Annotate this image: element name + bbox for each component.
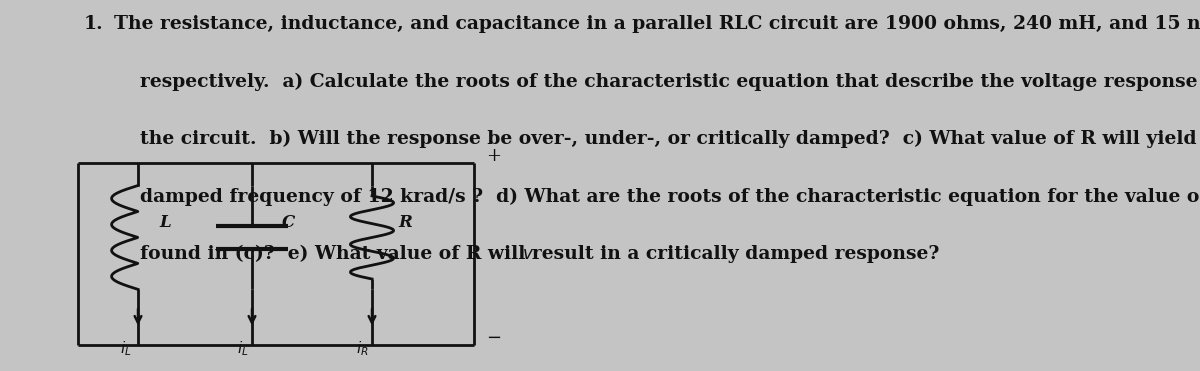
Text: the circuit.  b) Will the response be over-, under-, or critically damped?  c) W: the circuit. b) Will the response be ove… — [114, 130, 1200, 148]
Text: $v$: $v$ — [522, 246, 534, 263]
Text: respectively.  a) Calculate the roots of the characteristic equation that descri: respectively. a) Calculate the roots of … — [114, 72, 1200, 91]
Text: $i_R$: $i_R$ — [355, 339, 368, 358]
Text: $i_L$: $i_L$ — [120, 339, 132, 358]
Text: L: L — [160, 214, 172, 231]
Text: damped frequency of 12 krad/s ?  d) What are the roots of the characteristic equ: damped frequency of 12 krad/s ? d) What … — [114, 187, 1200, 206]
Text: 1.: 1. — [84, 15, 103, 33]
Text: The resistance, inductance, and capacitance in a parallel RLC circuit are 1900 o: The resistance, inductance, and capacita… — [114, 15, 1200, 33]
Text: found in (c)?  e) What value of R will result in a critically damped response?: found in (c)? e) What value of R will re… — [114, 245, 940, 263]
Text: −: − — [486, 329, 502, 347]
Text: +: + — [486, 147, 502, 165]
Text: R: R — [398, 214, 413, 231]
Text: C: C — [282, 214, 295, 231]
Text: $i_L$: $i_L$ — [236, 339, 248, 358]
